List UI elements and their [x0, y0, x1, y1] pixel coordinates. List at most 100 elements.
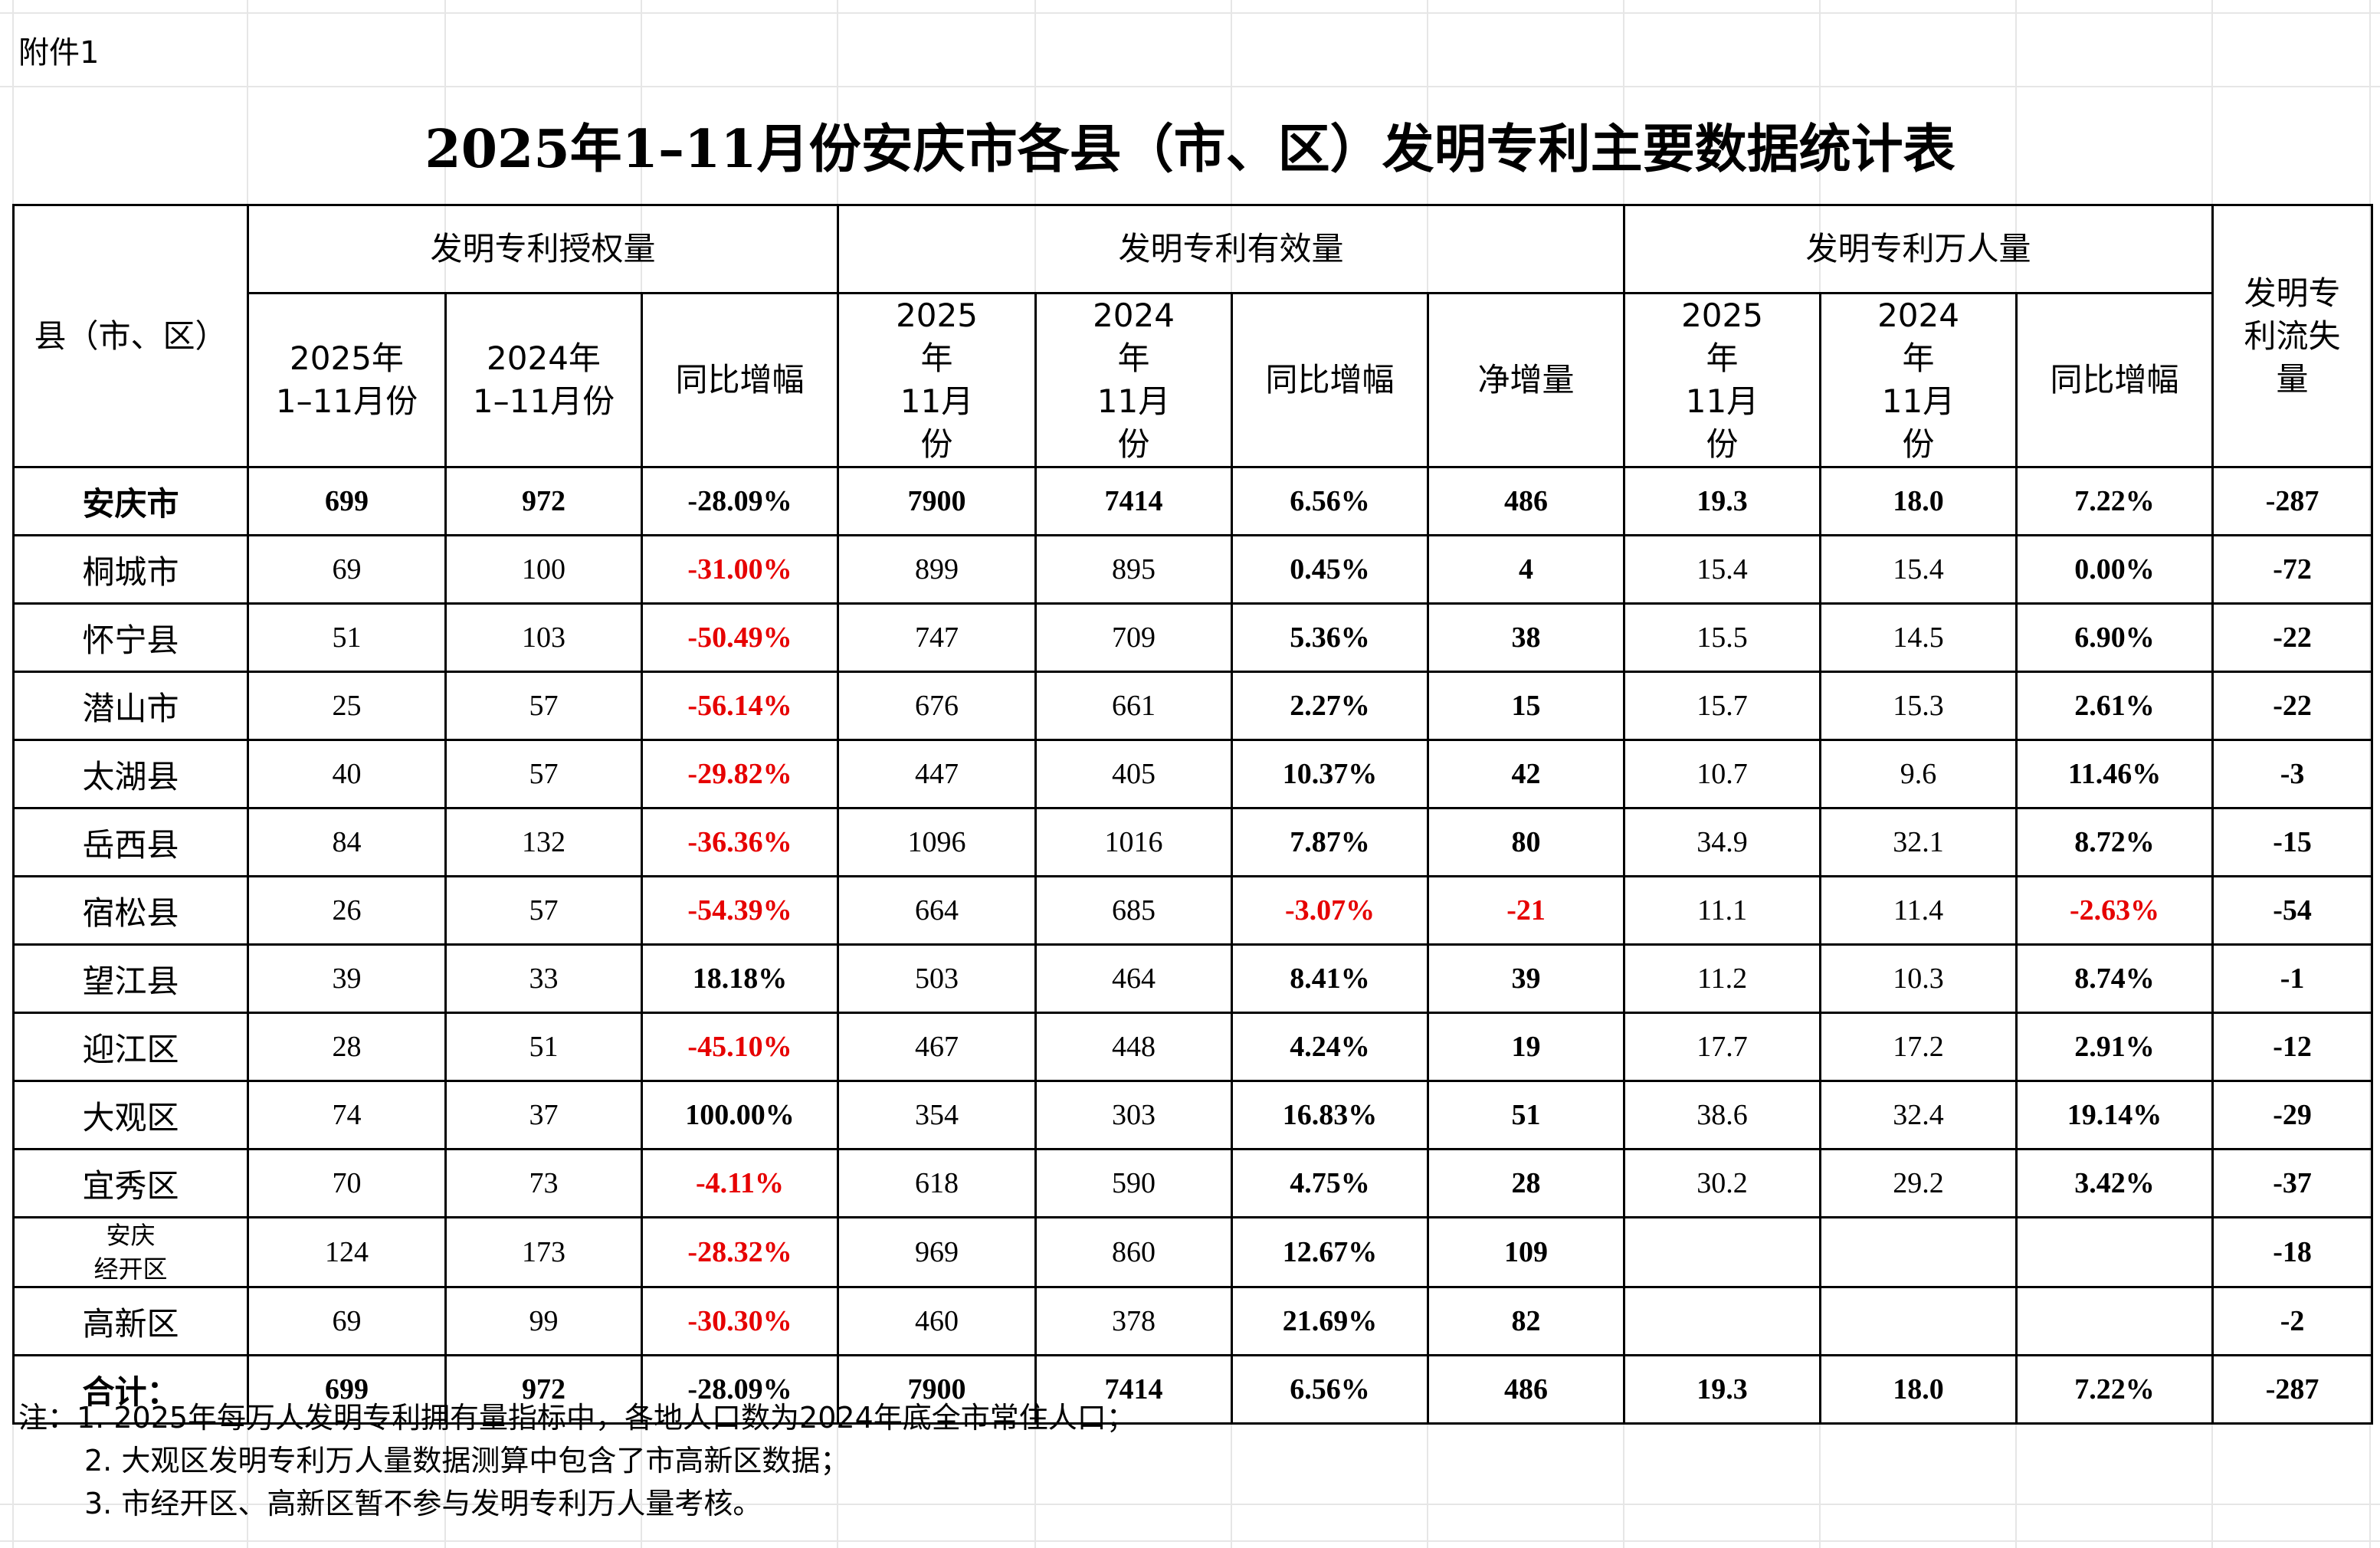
- cell-vn: 4: [1427, 534, 1626, 605]
- cell-v24: 7414: [1034, 1354, 1234, 1425]
- cell-p25: 11.2: [1623, 943, 1822, 1014]
- cell-py: 3.42%: [2015, 1148, 2214, 1218]
- table-row: 大观区 74 37 100.00% 354 303 16.83% 51 38.6 32.4 19.1…: [12, 1080, 2374, 1150]
- cell-v25: 747: [837, 602, 1038, 673]
- cell-gy: -31.00%: [640, 534, 840, 605]
- statistics-table: 县（市、区） 发明专利授权量 发明专利有效量 发明专利万人量 发明专利流失量 2…: [12, 204, 2374, 1425]
- cell-v25: 467: [837, 1012, 1038, 1082]
- cell-loss: -18: [2211, 1216, 2374, 1288]
- cell-g25: 28: [247, 1012, 447, 1082]
- cell-v25: 899: [837, 534, 1038, 605]
- cell-p24: 15.4: [1819, 534, 2018, 605]
- cell-p24: 11.4: [1819, 875, 2018, 946]
- cell-loss: -54: [2211, 875, 2374, 946]
- cell-vy: 6.56%: [1231, 466, 1430, 536]
- cell-g24: 73: [444, 1148, 643, 1218]
- cell-p24: 32.1: [1819, 807, 2018, 877]
- cell-v25: 618: [837, 1148, 1038, 1218]
- cell-loss: -2: [2211, 1286, 2374, 1356]
- cell-p25: [1623, 1216, 1822, 1288]
- cell-p24: 18.0: [1819, 466, 2018, 536]
- cell-loss: -1: [2211, 943, 2374, 1014]
- cell-p25: 17.7: [1623, 1012, 1822, 1082]
- table-row: 合计： 699 972 -28.09% 7900 7414 6.56% 486 19.3 18.0…: [12, 1354, 2374, 1425]
- table-row: 高新区 69 99 -30.30% 460 378 21.69% 82 -2: [12, 1286, 2374, 1356]
- cell-gy: -45.10%: [640, 1012, 840, 1082]
- table-row: 安庆 经开区 124 173 -28.32% 969 860 12.67% 109 -18: [12, 1216, 2374, 1288]
- cell-vy: 0.45%: [1231, 534, 1430, 605]
- cell-v24: 464: [1034, 943, 1234, 1014]
- cell-vn: 38: [1427, 602, 1626, 673]
- cell-g24: 972: [444, 1354, 643, 1425]
- region-name: 怀宁县: [12, 602, 249, 673]
- table-row: 望江县 39 33 18.18% 503 464 8.41% 39 11.2 10.3 8.74% -…: [12, 943, 2374, 1014]
- table-row: 桐城市 69 100 -31.00% 899 895 0.45% 4 15.4 15.4 0.00%…: [12, 534, 2374, 605]
- cell-gy: 100.00%: [640, 1080, 840, 1150]
- cell-v24: 590: [1034, 1148, 1234, 1218]
- cell-vn: 109: [1427, 1216, 1626, 1288]
- cell-v24: 1016: [1034, 807, 1234, 877]
- cell-g25: 69: [247, 1286, 447, 1356]
- cell-g25: 70: [247, 1148, 447, 1218]
- cell-vn: 82: [1427, 1286, 1626, 1356]
- header-loss: 发明专利流失量: [2211, 204, 2374, 468]
- cell-gy: 18.18%: [640, 943, 840, 1014]
- table-row: 岳西县 84 132 -36.36% 1096 1016 7.87% 80 34.9 32.1 8.…: [12, 807, 2374, 877]
- cell-v25: 7900: [837, 466, 1038, 536]
- header-valid-yoy: 同比增幅: [1231, 292, 1430, 468]
- cell-vy: 7.87%: [1231, 807, 1430, 877]
- cell-p24: 14.5: [1819, 602, 2018, 673]
- cell-v25: 460: [837, 1286, 1038, 1356]
- cell-vn: 51: [1427, 1080, 1626, 1150]
- cell-p24: 32.4: [1819, 1080, 2018, 1150]
- header-valid-net: 净增量: [1427, 292, 1626, 468]
- cell-g24: 51: [444, 1012, 643, 1082]
- cell-v24: 661: [1034, 671, 1234, 741]
- cell-gy: -28.32%: [640, 1216, 840, 1288]
- cell-gy: -28.09%: [640, 1354, 840, 1425]
- cell-vn: 42: [1427, 739, 1626, 809]
- cell-g24: 103: [444, 602, 643, 673]
- cell-p24: 17.2: [1819, 1012, 2018, 1082]
- cell-p25: 30.2: [1623, 1148, 1822, 1218]
- cell-v25: 503: [837, 943, 1038, 1014]
- cell-g24: 37: [444, 1080, 643, 1150]
- cell-g24: 33: [444, 943, 643, 1014]
- table-row: 潜山市 25 57 -56.14% 676 661 2.27% 15 15.7 15.3 2.61%…: [12, 671, 2374, 741]
- region-name: 安庆市: [12, 466, 249, 536]
- cell-p25: 15.7: [1623, 671, 1822, 741]
- cell-vy: -3.07%: [1231, 875, 1430, 946]
- cell-gy: -36.36%: [640, 807, 840, 877]
- cell-vy: 21.69%: [1231, 1286, 1430, 1356]
- cell-g25: 69: [247, 534, 447, 605]
- cell-vy: 16.83%: [1231, 1080, 1430, 1150]
- cell-vn: -21: [1427, 875, 1626, 946]
- cell-loss: -287: [2211, 466, 2374, 536]
- cell-g25: 26: [247, 875, 447, 946]
- cell-vn: 80: [1427, 807, 1626, 877]
- header-grant-2024: 2024年 1–11月份: [444, 292, 643, 468]
- page-title: 2025年1–11月份安庆市各县（市、区）发明专利主要数据统计表: [425, 119, 1955, 180]
- cell-p24: [1819, 1286, 2018, 1356]
- cell-v25: 447: [837, 739, 1038, 809]
- table-row: 安庆市 699 972 -28.09% 7900 7414 6.56% 486 19.3 18.0…: [12, 466, 2374, 536]
- region-name: 桐城市: [12, 534, 249, 605]
- cell-vy: 6.56%: [1231, 1354, 1430, 1425]
- cell-g25: 84: [247, 807, 447, 877]
- cell-g25: 124: [247, 1216, 447, 1288]
- header-valid-2024: 2024年 11月份: [1034, 292, 1234, 468]
- cell-v24: 378: [1034, 1286, 1234, 1356]
- cell-v25: 676: [837, 671, 1038, 741]
- cell-py: [2015, 1216, 2214, 1288]
- cell-gy: -29.82%: [640, 739, 840, 809]
- cell-vn: 19: [1427, 1012, 1626, 1082]
- table-row: 宿松县 26 57 -54.39% 664 685 -3.07% -21 11.1 11.4 -2.…: [12, 875, 2374, 946]
- cell-p24: 18.0: [1819, 1354, 2018, 1425]
- cell-p24: 9.6: [1819, 739, 2018, 809]
- cell-p24: [1819, 1216, 2018, 1288]
- cell-v24: 685: [1034, 875, 1234, 946]
- cell-p25: 34.9: [1623, 807, 1822, 877]
- table-row: 怀宁县 51 103 -50.49% 747 709 5.36% 38 15.5 14.5 6.90…: [12, 602, 2374, 673]
- cell-vy: 4.75%: [1231, 1148, 1430, 1218]
- region-name: 大观区: [12, 1080, 249, 1150]
